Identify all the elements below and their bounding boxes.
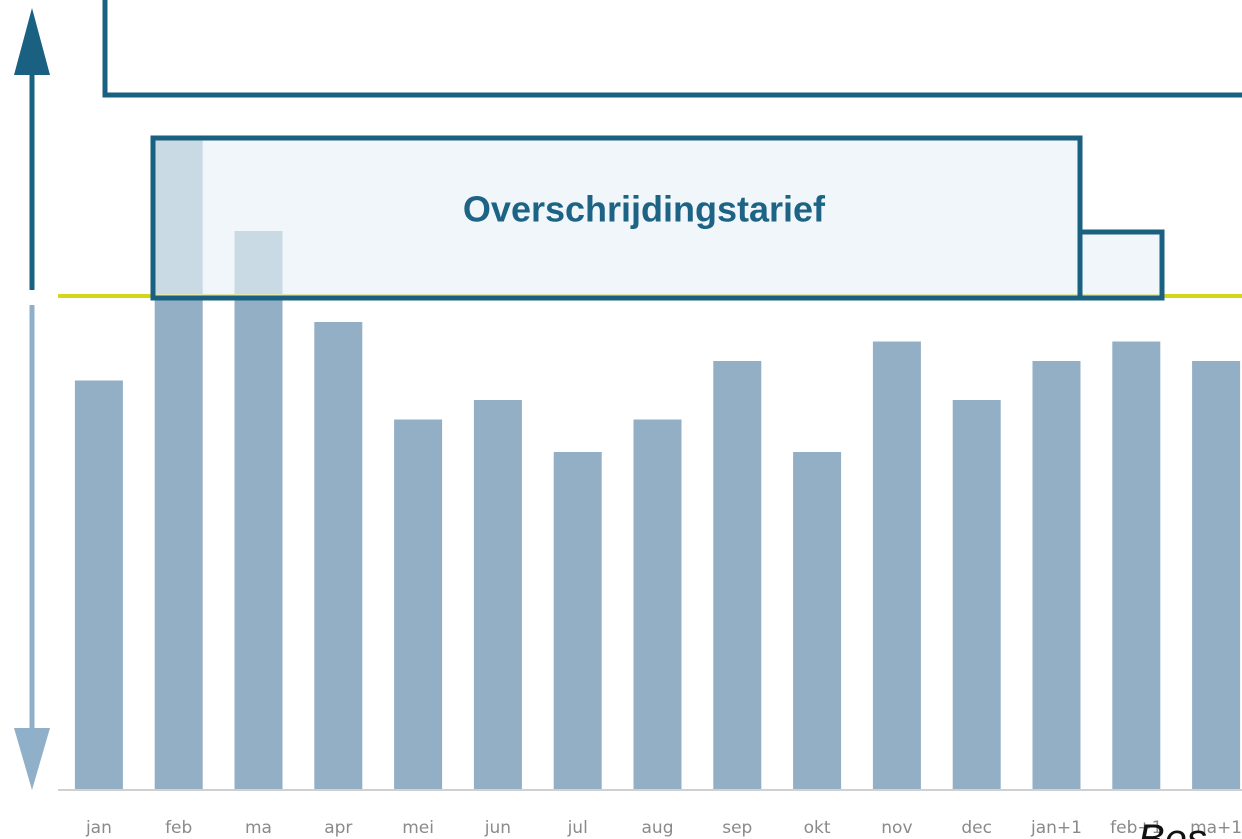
down-arrow-head — [14, 728, 50, 790]
x-tick-label: okt — [804, 818, 831, 838]
footer-text: Bes — [1138, 817, 1207, 839]
tariff-box — [150, 135, 1083, 301]
bar — [553, 452, 602, 790]
bar — [1032, 361, 1081, 790]
top-box — [102, 0, 1242, 98]
x-tick-label: aug — [642, 818, 674, 838]
x-tick-label: apr — [324, 818, 352, 838]
bar — [473, 400, 522, 790]
x-tick-label: feb+1 — [1110, 818, 1162, 838]
bar — [1192, 361, 1241, 790]
bar — [314, 322, 363, 790]
x-tick-label: dec — [961, 818, 992, 838]
annotation: Overschrijdingstarief — [463, 189, 826, 230]
tariff-box-small — [1077, 229, 1165, 301]
x-tick-label: ma+1 — [1190, 818, 1242, 838]
bar — [74, 380, 123, 790]
x-tick-label: jan+1 — [1030, 818, 1082, 838]
bar — [713, 361, 762, 790]
bar — [793, 452, 842, 790]
bar — [1112, 341, 1161, 790]
x-tick-label: jan — [85, 818, 112, 838]
x-tick-label: sep — [722, 818, 752, 838]
x-tick-label: mei — [402, 818, 434, 838]
x-tick-label: jun — [484, 818, 511, 838]
x-tick-label: ma — [245, 818, 272, 838]
bar — [394, 419, 443, 790]
bar — [952, 400, 1001, 790]
x-tick-label: nov — [881, 818, 912, 838]
bar — [872, 341, 921, 790]
x-tick-label: jul — [567, 818, 588, 838]
x-labels: jan feb ma apr mei jun jul aug sep okt nov dec jan+1… — [85, 818, 1242, 838]
bar — [633, 419, 682, 790]
x-tick-label: feb — [165, 818, 192, 838]
up-arrow-head — [14, 8, 50, 75]
bar — [234, 231, 283, 790]
